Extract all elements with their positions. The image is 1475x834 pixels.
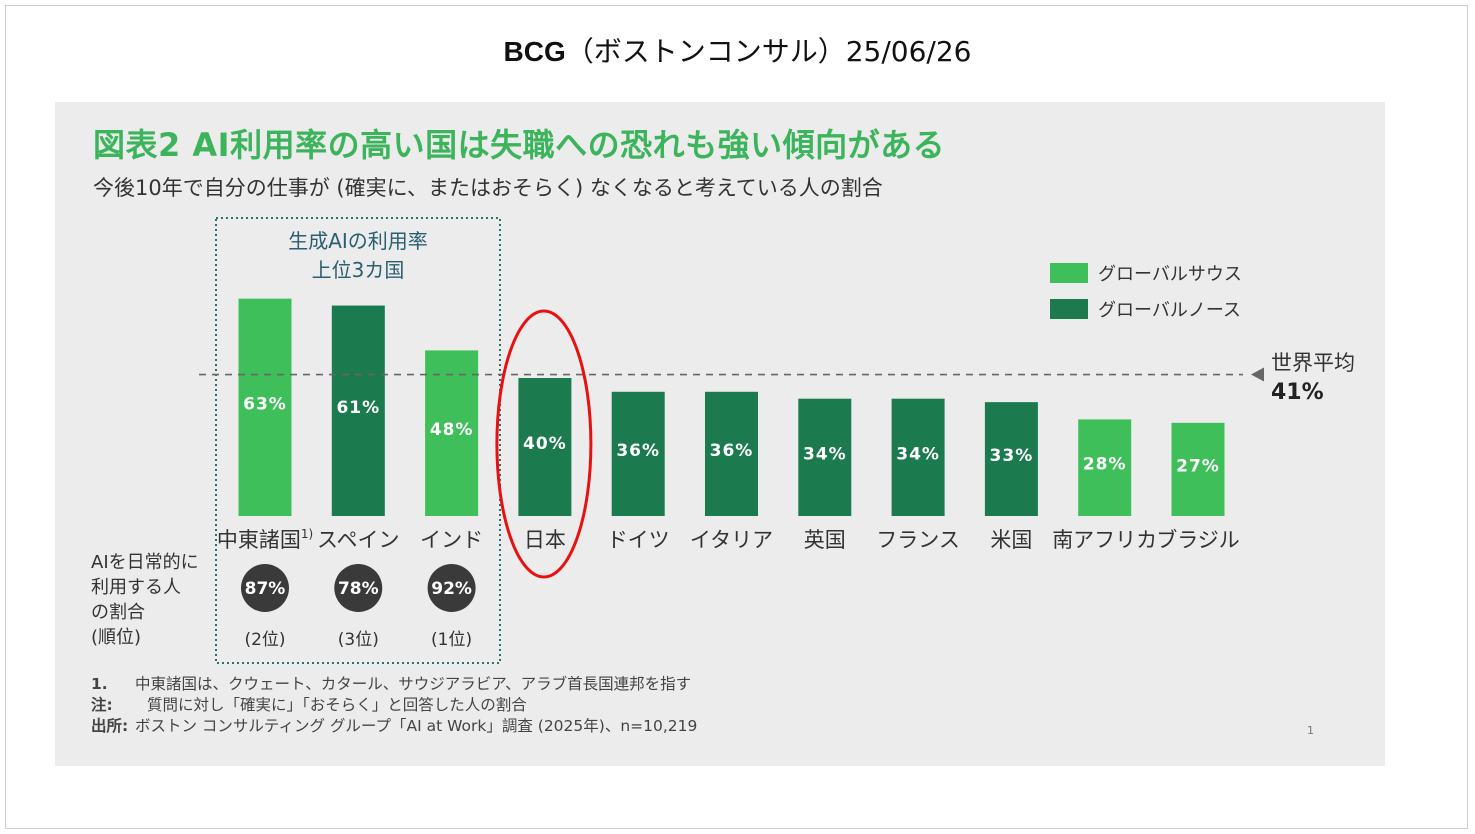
ai-usage-label-line: 利用する人 xyxy=(91,577,181,598)
bar-value-label: 34% xyxy=(896,444,940,464)
legend-swatch-global-south xyxy=(1050,263,1088,283)
category-label: インド xyxy=(420,528,483,552)
bar-9 xyxy=(1078,419,1132,516)
top3-box-label: 生成AIの利用率 xyxy=(288,229,428,253)
ai-usage-rank: (2位) xyxy=(244,630,285,650)
bar-value-label: 36% xyxy=(616,441,660,461)
japan-highlight-circle xyxy=(495,309,593,579)
footnote-key: 出所: xyxy=(91,717,129,735)
bar-5 xyxy=(705,391,758,516)
bar-2 xyxy=(425,350,479,516)
slide: 図表2 AI利用率の高い国は失職への恐れも強い傾向がある 今後10年で自分の仕事… xyxy=(55,102,1385,766)
bar-7 xyxy=(891,398,945,516)
bar-value-label: 63% xyxy=(243,394,287,414)
footnote-key: 注: xyxy=(91,696,113,714)
category-label: スペイン xyxy=(317,528,400,552)
screen-frame xyxy=(5,5,1468,829)
category-label: ブラジル xyxy=(1156,528,1240,552)
ai-usage-value: 92% xyxy=(431,579,472,599)
legend-item-global-north: グローバルノース xyxy=(1050,296,1242,322)
legend-label-global-south: グローバルサウス xyxy=(1098,264,1242,285)
legend-item-global-south: グローバルサウス xyxy=(1050,260,1242,286)
ai-usage-label-line: の割合 xyxy=(91,602,145,623)
world-average-arrow-icon xyxy=(1251,367,1264,382)
footnote-text: 中東諸国は、クウェート、カタール、サウジアラビア、アラブ首長国連邦を指す xyxy=(135,675,692,693)
category-label: 中東諸国1) xyxy=(217,527,313,552)
legend-swatch-global-north xyxy=(1050,299,1088,319)
chart-legend: グローバルサウス グローバルノース xyxy=(1050,260,1242,332)
ai-usage-badge xyxy=(334,564,383,612)
category-label: 英国 xyxy=(804,528,846,552)
bar-value-label: 40% xyxy=(523,434,567,454)
header-brand: BCG xyxy=(503,36,566,67)
ai-usage-rank: (3位) xyxy=(338,630,379,650)
footnotes: 1. 中東諸国は、クウェート、カタール、サウジアラビア、アラブ首長国連邦を指す … xyxy=(91,674,697,737)
header-text: （ボストンコンサル）25/06/26 xyxy=(565,35,972,68)
page-number: 1 xyxy=(1307,724,1314,737)
ai-usage-badge xyxy=(427,564,476,612)
category-label: 日本 xyxy=(524,528,566,552)
category-label: 米国 xyxy=(990,528,1032,552)
ai-usage-label: AIを日常的に 利用する人 の割合 (順位) xyxy=(91,550,199,650)
ai-usage-value: 87% xyxy=(245,579,286,599)
bar-1 xyxy=(331,305,385,516)
bar-value-label: 36% xyxy=(710,441,754,461)
bar-6 xyxy=(798,398,852,516)
bar-value-label: 48% xyxy=(430,420,474,440)
ai-usage-badge xyxy=(241,564,289,612)
bar-value-label: 33% xyxy=(990,446,1034,466)
footnote-1: 1. 中東諸国は、クウェート、カタール、サウジアラビア、アラブ首長国連邦を指す xyxy=(91,674,697,695)
footnote-source: 出所: ボストン コンサルティング グループ「AI at Work」調査 (20… xyxy=(91,716,697,737)
slide-title: 図表2 AI利用率の高い国は失職への恐れも強い傾向がある xyxy=(93,126,946,164)
bar-value-label: 34% xyxy=(803,444,847,464)
category-label: 南アフリカ xyxy=(1052,528,1157,552)
bar-value-label: 28% xyxy=(1083,455,1127,475)
footnote-key: 1. xyxy=(91,675,108,693)
ai-usage-value: 78% xyxy=(338,579,379,599)
footnote-text: ボストン コンサルティング グループ「AI at Work」調査 (2025年)… xyxy=(135,717,698,735)
world-average-value: 41% xyxy=(1271,380,1324,405)
bar-3 xyxy=(518,378,572,516)
top3-box-label: 上位3カ国 xyxy=(312,258,405,282)
footnote-text: 質問に対し「確実に」「おそらく」と回答した人の割合 xyxy=(147,696,527,714)
bar-value-label: 61% xyxy=(336,398,380,418)
footnote-note: 注: 質問に対し「確実に」「おそらく」と回答した人の割合 xyxy=(91,695,697,716)
ai-usage-label-line: (順位) xyxy=(91,627,142,648)
category-superscript: 1) xyxy=(301,527,313,541)
bar-10 xyxy=(1171,422,1225,516)
legend-label-global-north: グローバルノース xyxy=(1098,300,1241,321)
category-label: フランス xyxy=(876,528,960,552)
bar-value-label: 27% xyxy=(1176,456,1220,476)
slide-subtitle: 今後10年で自分の仕事が (確実に、またはおそらく) なくなると考えている人の割… xyxy=(93,176,883,200)
page-header: BCG（ボストンコンサル）25/06/26 xyxy=(0,30,1475,70)
category-label: ドイツ xyxy=(607,528,670,552)
category-label: イタリア xyxy=(690,528,773,552)
ai-usage-rank: (1位) xyxy=(431,630,472,650)
bar-4 xyxy=(611,391,665,516)
ai-usage-label-line: AIを日常的に xyxy=(91,552,199,573)
bar-8 xyxy=(984,402,1038,516)
bar-0 xyxy=(238,298,292,516)
top3-box xyxy=(215,217,501,664)
world-average-label: 世界平均 xyxy=(1271,351,1355,375)
